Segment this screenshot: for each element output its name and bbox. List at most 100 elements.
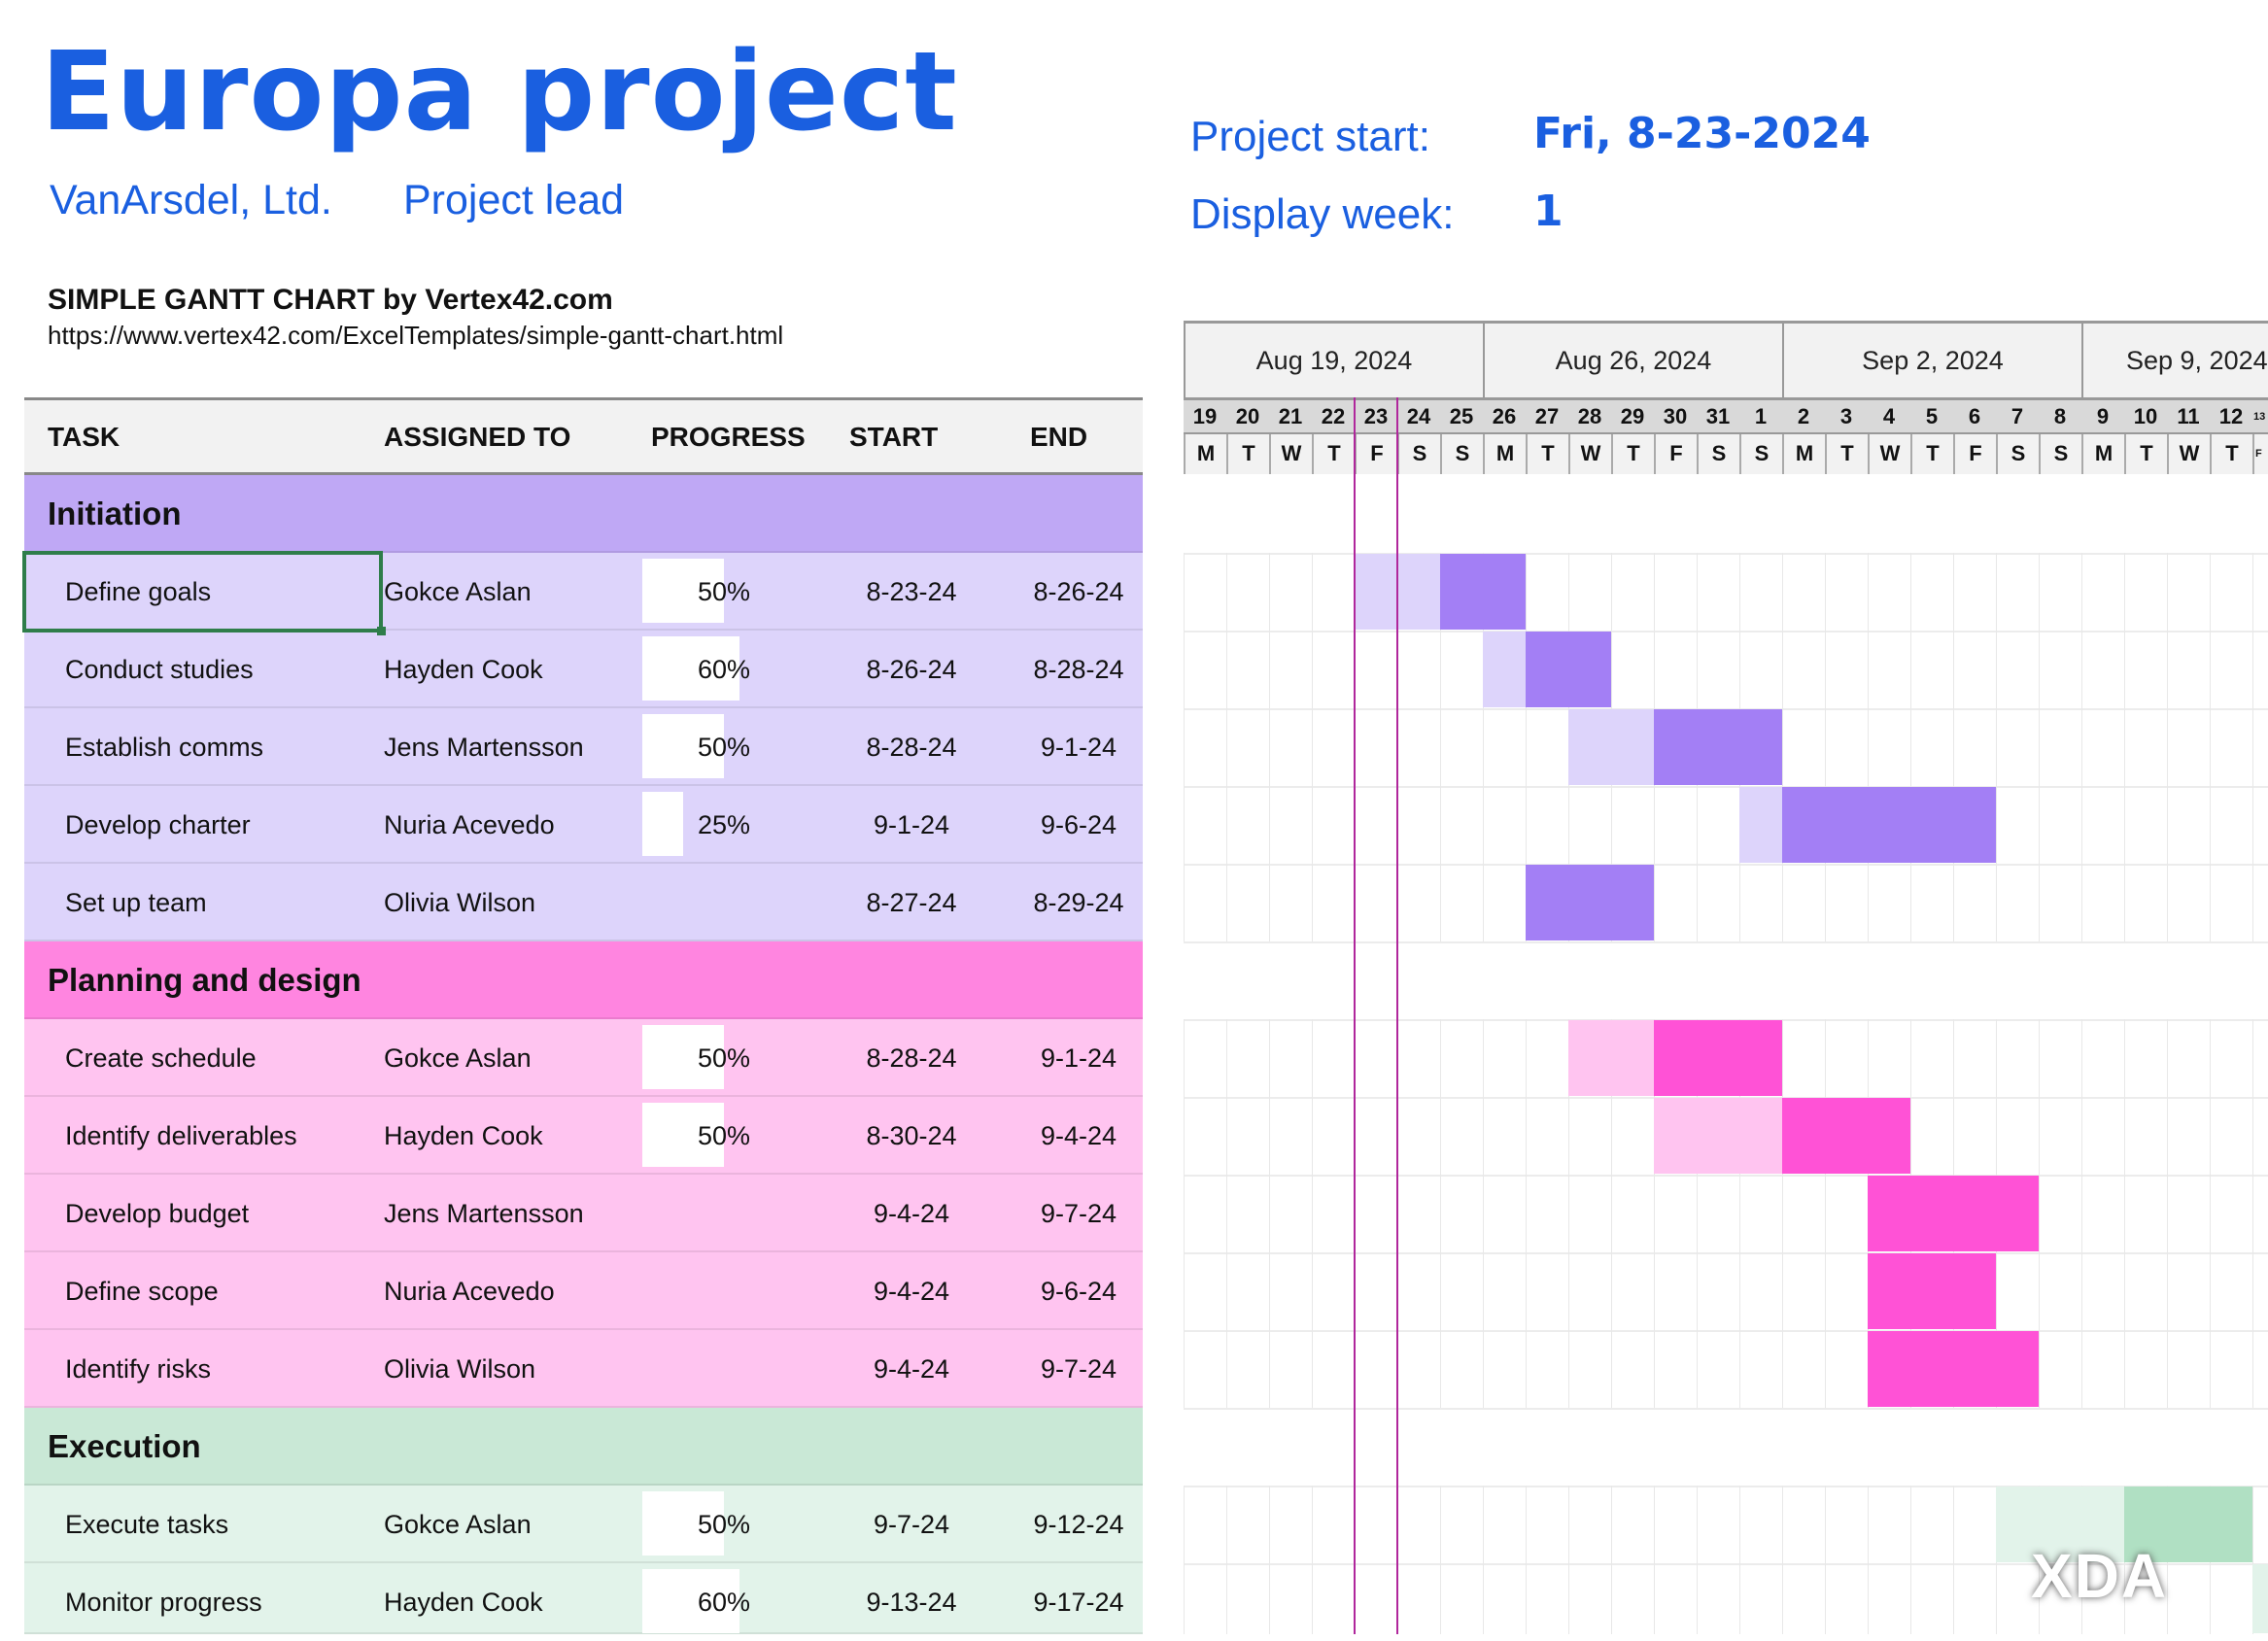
end-date[interactable]: 8-29-24 bbox=[1033, 888, 1124, 917]
gantt-bar-done[interactable] bbox=[1568, 709, 1654, 785]
end-date[interactable]: 9-1-24 bbox=[1040, 1043, 1117, 1073]
gantt-bar[interactable] bbox=[1526, 632, 1611, 707]
progress-value[interactable]: 50% bbox=[698, 1043, 751, 1073]
gantt-bar[interactable] bbox=[2124, 1487, 2252, 1562]
gantt-bar-done[interactable] bbox=[1739, 787, 1782, 863]
task-name[interactable]: Create schedule bbox=[65, 1043, 257, 1073]
assigned-to[interactable]: Jens Martensson bbox=[384, 733, 584, 762]
end-date[interactable]: 9-17-24 bbox=[1033, 1588, 1124, 1617]
assigned-to[interactable]: Hayden Cook bbox=[384, 655, 543, 684]
gantt-bar[interactable] bbox=[1440, 554, 1526, 630]
gantt-grid-line bbox=[1654, 631, 1655, 708]
group-row-planning-and-design[interactable]: Planning and design bbox=[24, 941, 1143, 1019]
template-link[interactable]: https://www.vertex42.com/ExcelTemplates/… bbox=[48, 321, 784, 350]
start-date[interactable]: 9-4-24 bbox=[873, 1354, 950, 1384]
group-row-execution[interactable]: Execution bbox=[24, 1408, 1143, 1486]
start-date[interactable]: 9-4-24 bbox=[873, 1277, 950, 1306]
gantt-bar[interactable] bbox=[1654, 709, 1782, 785]
table-row[interactable]: Set up team Olivia Wilson 8-27-24 8-29-24 bbox=[24, 864, 1143, 941]
start-date[interactable]: 8-23-24 bbox=[866, 577, 957, 606]
assigned-to[interactable]: Gokce Aslan bbox=[384, 1510, 532, 1539]
gantt-bar[interactable] bbox=[1868, 1176, 2039, 1251]
group-row-initiation[interactable]: Initiation bbox=[24, 475, 1143, 553]
table-row[interactable]: Develop budget Jens Martensson 9-4-24 9-7-2… bbox=[24, 1175, 1143, 1252]
progress-value[interactable]: 50% bbox=[698, 1510, 751, 1539]
assigned-to[interactable]: Nuria Acevedo bbox=[384, 1277, 555, 1306]
table-row[interactable]: Create schedule Gokce Aslan 50% 8-28-24 9-1-… bbox=[24, 1019, 1143, 1097]
progress-value[interactable]: 25% bbox=[698, 810, 751, 839]
gantt-bar-done[interactable] bbox=[1654, 1098, 1782, 1174]
gantt-grid-line bbox=[1953, 1097, 1954, 1175]
gantt-bar-done[interactable] bbox=[2252, 1564, 2268, 1633]
assigned-to[interactable]: Hayden Cook bbox=[384, 1121, 543, 1150]
start-date[interactable]: 8-30-24 bbox=[866, 1121, 957, 1150]
progress-value[interactable]: 50% bbox=[698, 577, 751, 606]
task-name[interactable]: Conduct studies bbox=[65, 655, 254, 684]
gantt-bar[interactable] bbox=[1526, 865, 1654, 940]
assigned-to[interactable]: Gokce Aslan bbox=[384, 577, 532, 606]
start-date[interactable]: 8-28-24 bbox=[866, 733, 957, 762]
start-date[interactable]: 8-26-24 bbox=[866, 655, 957, 684]
gantt-bar-done[interactable] bbox=[1996, 1487, 2124, 1562]
assigned-to[interactable]: Nuria Acevedo bbox=[384, 810, 555, 839]
table-row[interactable]: Identify deliverables Hayden Cook 50% 8-30-… bbox=[24, 1097, 1143, 1175]
start-date[interactable]: 8-27-24 bbox=[866, 888, 957, 917]
gantt-bar-done[interactable] bbox=[1483, 632, 1526, 707]
gantt-bar[interactable] bbox=[1782, 787, 1996, 863]
task-name[interactable]: Execute tasks bbox=[65, 1510, 229, 1539]
end-date[interactable]: 9-7-24 bbox=[1040, 1354, 1117, 1384]
progress-value[interactable]: 60% bbox=[698, 1588, 751, 1617]
start-date[interactable]: 9-7-24 bbox=[873, 1510, 950, 1539]
table-row[interactable]: Define scope Nuria Acevedo 9-4-24 9-6-24 bbox=[24, 1252, 1143, 1330]
table-row[interactable]: Develop charter Nuria Acevedo 25% 9-1-24 9-6… bbox=[24, 786, 1143, 864]
gantt-grid-line bbox=[1440, 631, 1441, 708]
gantt-row-line bbox=[1184, 941, 2268, 943]
task-name[interactable]: Establish comms bbox=[65, 733, 264, 762]
gantt-grid-line bbox=[1312, 1252, 1313, 1330]
table-row[interactable]: Identify risks Olivia Wilson 9-4-24 9-7-24 bbox=[24, 1330, 1143, 1408]
task-name[interactable]: Define scope bbox=[65, 1277, 219, 1306]
weekday: F bbox=[1953, 434, 1996, 474]
gantt-bar[interactable] bbox=[1868, 1331, 2039, 1407]
end-date[interactable]: 9-7-24 bbox=[1040, 1199, 1117, 1228]
table-row[interactable]: Define goals Gokce Aslan 50% 8-23-24 8-26-24 bbox=[24, 553, 1143, 631]
end-date[interactable]: 9-12-24 bbox=[1033, 1510, 1124, 1539]
progress-value[interactable]: 60% bbox=[698, 655, 751, 684]
progress-value[interactable]: 50% bbox=[698, 733, 751, 762]
gantt-bar[interactable] bbox=[1868, 1253, 1996, 1329]
table-row[interactable]: Monitor progress Hayden Cook 60% 9-13-24 9-1… bbox=[24, 1563, 1143, 1634]
task-name[interactable]: Develop budget bbox=[65, 1199, 250, 1228]
task-name[interactable]: Identify deliverables bbox=[65, 1121, 297, 1150]
task-name[interactable]: Develop charter bbox=[65, 810, 251, 839]
start-date[interactable]: 9-4-24 bbox=[873, 1199, 950, 1228]
display-week-value[interactable]: 1 bbox=[1533, 187, 1564, 236]
progress-value[interactable]: 50% bbox=[698, 1121, 751, 1150]
end-date[interactable]: 8-26-24 bbox=[1033, 577, 1124, 606]
end-date[interactable]: 9-1-24 bbox=[1040, 733, 1117, 762]
table-row[interactable]: Execute tasks Gokce Aslan 50% 9-7-24 9-12-24 bbox=[24, 1486, 1143, 1563]
task-name[interactable]: Set up team bbox=[65, 888, 207, 917]
table-row[interactable]: Establish comms Jens Martensson 50% 8-28-24… bbox=[24, 708, 1143, 786]
start-date[interactable]: 8-28-24 bbox=[866, 1043, 957, 1073]
gantt-bar[interactable] bbox=[1654, 1020, 1782, 1096]
task-name[interactable]: Define goals bbox=[65, 577, 212, 606]
assigned-to[interactable]: Jens Martensson bbox=[384, 1199, 584, 1228]
end-date[interactable]: 9-6-24 bbox=[1040, 810, 1117, 839]
gantt-bar[interactable] bbox=[1782, 1098, 1910, 1174]
project-start-value[interactable]: Fri, 8-23-2024 bbox=[1533, 109, 1871, 158]
end-date[interactable]: 9-6-24 bbox=[1040, 1277, 1117, 1306]
end-date[interactable]: 9-4-24 bbox=[1040, 1121, 1117, 1150]
gantt-grid-line bbox=[1868, 1019, 1869, 1097]
gantt-bar-done[interactable] bbox=[1568, 1020, 1654, 1096]
start-date[interactable]: 9-13-24 bbox=[866, 1588, 957, 1617]
end-date[interactable]: 8-28-24 bbox=[1033, 655, 1124, 684]
table-row[interactable]: Conduct studies Hayden Cook 60% 8-26-24 8-28… bbox=[24, 631, 1143, 708]
weekday: T bbox=[1910, 434, 1953, 474]
task-name[interactable]: Monitor progress bbox=[65, 1588, 262, 1617]
task-name[interactable]: Identify risks bbox=[65, 1354, 212, 1384]
assigned-to[interactable]: Olivia Wilson bbox=[384, 1354, 536, 1384]
assigned-to[interactable]: Olivia Wilson bbox=[384, 888, 536, 917]
assigned-to[interactable]: Hayden Cook bbox=[384, 1588, 543, 1617]
start-date[interactable]: 9-1-24 bbox=[873, 810, 950, 839]
assigned-to[interactable]: Gokce Aslan bbox=[384, 1043, 532, 1073]
